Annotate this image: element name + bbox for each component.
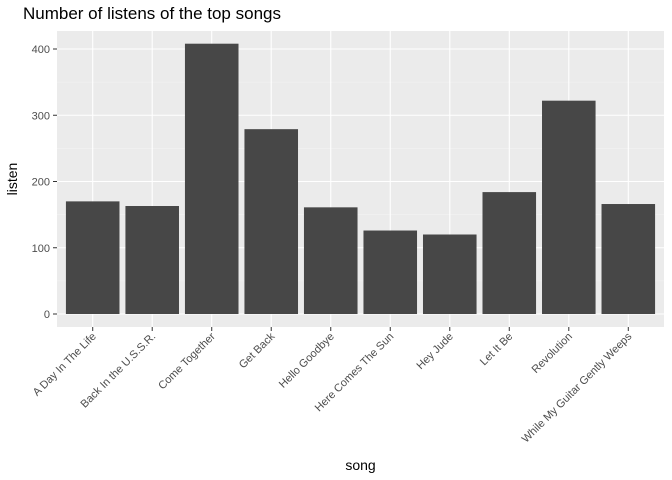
x-tick-label: Hello Goodbye — [277, 331, 337, 391]
y-axis: 0 100 200 300 400 — [32, 44, 57, 321]
bar-a-day-in-the-life — [65, 201, 120, 314]
bar-revolution — [542, 100, 596, 314]
bar-hello-goodbye — [303, 207, 358, 314]
y-tick-label: 100 — [32, 243, 50, 255]
bars — [65, 43, 656, 314]
y-tick-label: 0 — [44, 309, 50, 321]
x-axis-title: song — [345, 457, 375, 473]
x-tick-label: Let It Be — [478, 331, 515, 368]
bar-back-in-the-u-s-s-r — [125, 206, 179, 314]
bar-come-together — [184, 43, 239, 314]
y-tick-label: 300 — [32, 110, 50, 122]
x-tick-label: While My Guitar Gently Weeps — [520, 330, 635, 445]
bar-hey-jude — [422, 234, 477, 314]
y-tick-label: 400 — [32, 44, 50, 56]
bar-let-it-be — [482, 192, 537, 314]
x-tick-label: Get Back — [237, 330, 278, 371]
y-axis-title: listen — [4, 163, 20, 196]
x-tick-label: Revolution — [530, 331, 575, 376]
bar-while-my-guitar-gently-weeps — [601, 204, 656, 314]
bar-here-comes-the-sun — [363, 230, 418, 314]
x-tick-label: Come Together — [156, 330, 218, 392]
bar-get-back — [244, 129, 299, 314]
x-tick-label: A Day In The Life — [31, 331, 99, 399]
x-tick-label: Hey Jude — [415, 331, 456, 372]
y-tick-label: 200 — [32, 177, 50, 189]
chart-title: Number of listens of the top songs — [23, 4, 281, 23]
